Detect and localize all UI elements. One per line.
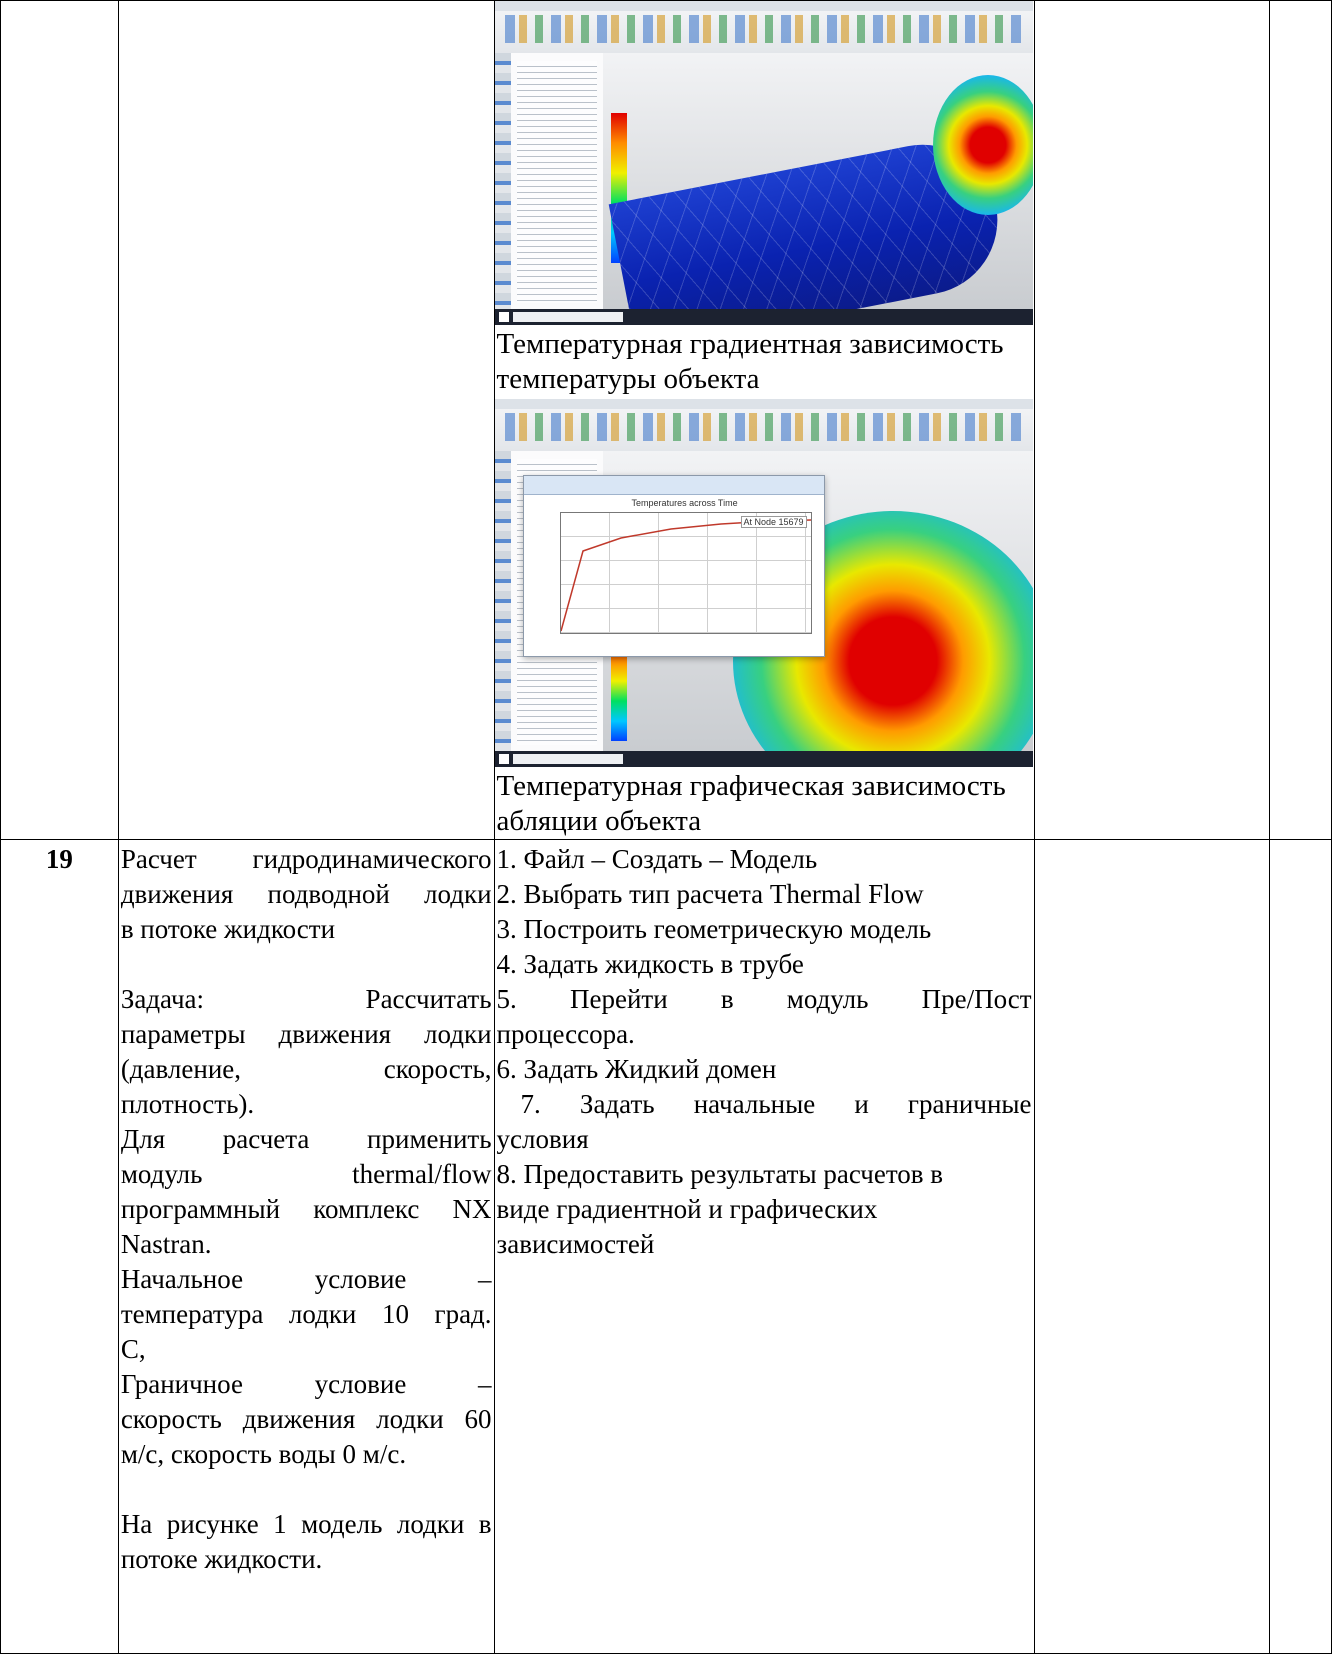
cell-number-prev	[0, 0, 119, 840]
graph-title: Temperatures across Time	[631, 498, 738, 508]
taskbar	[494, 309, 1033, 325]
temperature-curve	[560, 519, 811, 632]
cell-task-description: Расчет гидродинамического движения подво…	[117, 839, 495, 1654]
step-line-2: 2. Выбрать тип расчета Thermal Flow	[496, 879, 924, 909]
screenshot-gradient	[494, 1, 1033, 325]
task-line-13: скорость движения лодки 60	[120, 1404, 492, 1434]
cell-empty-5	[1269, 0, 1332, 840]
table-row-previous: Температурная градиентная зависимость те…	[0, 0, 1332, 840]
step-line-1: 1. Файл – Создать – Модель	[496, 844, 818, 874]
table-row-19: 19 Расчет гидродинамического движения по…	[0, 839, 1332, 1654]
step-line-12: зависимостей	[496, 1229, 655, 1259]
caption-gradient: Температурная градиентная зависимость те…	[496, 328, 1004, 395]
task-line-6: модуль thermal/flow	[120, 1159, 492, 1189]
cell-empty-4	[1033, 0, 1271, 840]
cell-title-prev	[117, 0, 495, 840]
task-line-4: плотность).	[120, 1089, 255, 1119]
task-line-9: Начальное условие –	[120, 1264, 492, 1294]
caption-graph: Температурная графическая зависимость аб…	[496, 770, 1006, 837]
hot-end-cap	[932, 75, 1033, 215]
task-line-12: Граничное условие –	[120, 1369, 492, 1399]
post-processing-navigator	[494, 53, 604, 309]
3d-viewport	[602, 53, 1033, 325]
task-line-2: параметры движения лодки	[120, 1019, 492, 1049]
cell-steps: 1. Файл – Создать – Модель 2. Выбрать ти…	[493, 839, 1035, 1654]
title-line-1: Расчет гидродинамического	[120, 844, 492, 874]
note-line-2: потоке жидкости.	[120, 1544, 323, 1574]
taskbar-2	[494, 751, 1033, 767]
task-line-10: температура лодки 10 град.	[120, 1299, 492, 1329]
task-line-5: Для расчета применить	[120, 1124, 492, 1154]
screenshot-graph: Temperatures across Time At Node 15679	[494, 399, 1033, 767]
task-line-3: (давление, скорость,	[120, 1054, 492, 1084]
ribbon-toolbar-2	[494, 399, 1033, 452]
task-line-14: м/с, скорость воды 0 м/с.	[120, 1439, 407, 1469]
cell-screenshots: Температурная градиентная зависимость те…	[493, 0, 1035, 840]
task-line-7: программный комплекс NX	[120, 1194, 492, 1224]
cell-empty-19-4	[1033, 839, 1271, 1654]
graph-window: Temperatures across Time At Node 15679	[522, 475, 825, 657]
graph-legend: At Node 15679	[740, 516, 807, 528]
step-line-9: условия	[496, 1124, 589, 1154]
cell-empty-19-5	[1269, 839, 1332, 1654]
cell-number-19: 19	[0, 839, 119, 1654]
title-line-2: движения подводной лодки	[120, 879, 492, 909]
title-line-3: в потоке жидкости	[120, 914, 336, 944]
step-line-10: 8. Предоставить результаты расчетов в	[496, 1159, 944, 1189]
step-line-3: 3. Построить геометрическую модель	[496, 914, 932, 944]
task-line-11: С,	[120, 1334, 146, 1364]
note-line-1: На рисунке 1 модель лодки в	[120, 1509, 492, 1539]
graph-plot: At Node 15679	[559, 512, 812, 634]
color-legend-2	[610, 641, 627, 741]
step-line-5: 5. Перейти в модуль Пре/Пост	[496, 984, 1032, 1014]
task-line-8: Nastran.	[120, 1229, 212, 1259]
ribbon-toolbar	[494, 1, 1033, 54]
step-line-8: 7. Задать начальные и граничные	[520, 1089, 1032, 1119]
step-line-7: 6. Задать Жидкий домен	[496, 1054, 777, 1084]
step-line-6: процессора.	[496, 1019, 635, 1049]
task-line-1: Задача: Рассчитать	[120, 984, 492, 1014]
step-line-4: 4. Задать жидкость в трубе	[496, 949, 804, 979]
step-line-11: виде градиентной и графических	[496, 1194, 878, 1224]
